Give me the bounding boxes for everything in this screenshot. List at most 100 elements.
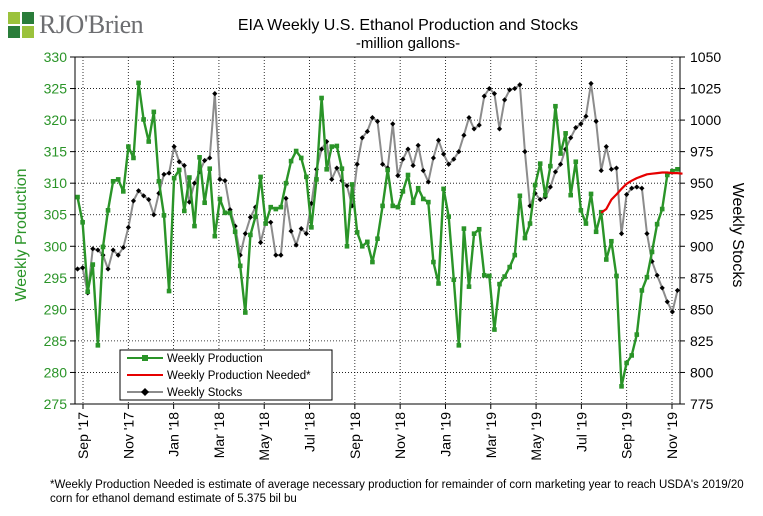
stocks-point xyxy=(537,196,543,203)
x-tick-label: Jul '18 xyxy=(302,412,318,452)
y-axis-label-right: Weekly Stocks xyxy=(729,183,746,288)
production-point xyxy=(120,189,126,194)
production-point xyxy=(268,204,274,210)
production-point xyxy=(309,225,314,230)
production-point xyxy=(502,274,507,279)
y-tick-label-right: 950 xyxy=(690,175,714,191)
production-point xyxy=(542,192,548,198)
plot-frame xyxy=(74,56,681,405)
production-point xyxy=(182,208,187,214)
brand-logo: RJO'Brien xyxy=(8,10,144,40)
production-point xyxy=(436,281,441,286)
production-point xyxy=(461,226,467,231)
production-point xyxy=(314,177,319,182)
production-point xyxy=(217,196,223,202)
production-point xyxy=(583,221,589,226)
production-point xyxy=(553,103,558,109)
y-tick-label-right: 825 xyxy=(690,333,714,349)
stocks-point xyxy=(120,244,126,251)
legend-label-stocks: Weekly Stocks xyxy=(167,387,242,399)
chart-footnote: *Weekly Production Needed is estimate of… xyxy=(50,479,744,505)
production-point xyxy=(619,384,624,389)
y-tick-label-left: 280 xyxy=(44,364,68,380)
stocks-point xyxy=(522,149,528,155)
production-point xyxy=(512,252,518,258)
y-tick-label-right: 775 xyxy=(690,396,714,412)
production-point xyxy=(385,167,390,173)
x-tick-label: Nov '18 xyxy=(392,412,408,459)
y-tick-label-left: 275 xyxy=(44,396,68,412)
stocks-point xyxy=(430,155,437,161)
stocks-point xyxy=(491,90,498,97)
y-tick-label-left: 320 xyxy=(44,112,68,128)
plot-background xyxy=(75,57,680,404)
stocks-point xyxy=(141,193,147,199)
production-point xyxy=(400,189,406,194)
stocks-point xyxy=(354,161,360,167)
production-point xyxy=(75,194,80,200)
stocks-point xyxy=(593,118,599,124)
stocks-point xyxy=(629,185,635,191)
production-point xyxy=(263,221,268,226)
stocks-point xyxy=(664,299,670,305)
production-point xyxy=(349,182,355,187)
x-tick-label: Sep '19 xyxy=(619,412,635,459)
stocks-point xyxy=(512,85,518,92)
y-tick-label-left: 330 xyxy=(44,49,68,65)
stocks-point xyxy=(278,252,284,258)
stocks-point xyxy=(568,135,574,141)
production-point xyxy=(522,235,528,241)
production-point xyxy=(481,272,487,278)
stocks-point xyxy=(639,185,645,191)
x-tick-label: Jan '19 xyxy=(437,412,453,457)
production-point xyxy=(258,174,263,180)
production-point xyxy=(288,158,294,164)
stocks-point xyxy=(283,195,289,201)
stocks-point xyxy=(471,126,477,132)
production-point xyxy=(105,208,111,213)
stocks-point xyxy=(435,137,442,143)
x-tick-label: Jul '19 xyxy=(573,412,589,452)
production-point xyxy=(563,131,568,136)
x-tick-label: Nov '19 xyxy=(664,412,680,459)
stocks-point xyxy=(369,114,376,121)
y-tick-label-left: 285 xyxy=(44,333,68,349)
stocks-point xyxy=(146,196,152,203)
chart-title: EIA Weekly U.S. Ethanol Production and S… xyxy=(238,17,578,34)
production-point xyxy=(456,343,462,348)
production-point xyxy=(507,264,512,270)
stocks-point xyxy=(496,126,503,132)
y-axis-label-left: Weekly Production xyxy=(13,168,30,301)
production-point xyxy=(248,232,253,238)
stocks-point xyxy=(451,156,457,162)
stocks-point xyxy=(654,272,660,278)
stocks-point xyxy=(334,165,340,171)
legend: Weekly Production Weekly Production Need… xyxy=(119,349,333,401)
stocks-point xyxy=(115,252,121,258)
stocks-point xyxy=(293,242,299,248)
production-point xyxy=(588,191,594,197)
production-point xyxy=(487,273,492,279)
production-point xyxy=(319,95,324,101)
stocks-point xyxy=(547,184,553,190)
production-point xyxy=(273,206,279,212)
stocks-point xyxy=(618,231,625,237)
production-point xyxy=(451,277,457,283)
production-point xyxy=(471,231,477,236)
stocks-point xyxy=(405,146,411,152)
stocks-point xyxy=(374,118,381,124)
production-point xyxy=(222,210,228,216)
production-point xyxy=(573,159,579,165)
y-tick-label-right: 850 xyxy=(690,301,714,317)
production-point xyxy=(426,199,431,205)
stocks-point xyxy=(456,149,462,155)
brand-name: RJO'Brien xyxy=(39,10,144,39)
stocks-point xyxy=(669,309,675,315)
production-point xyxy=(187,175,192,180)
x-tick-label: Sep '18 xyxy=(347,412,363,459)
stocks-point xyxy=(476,122,482,128)
y-tick-label-right: 1050 xyxy=(690,49,721,65)
x-tick-label: Sep '17 xyxy=(75,412,91,459)
y-tick-label-left: 310 xyxy=(44,175,68,191)
production-point xyxy=(171,175,177,181)
